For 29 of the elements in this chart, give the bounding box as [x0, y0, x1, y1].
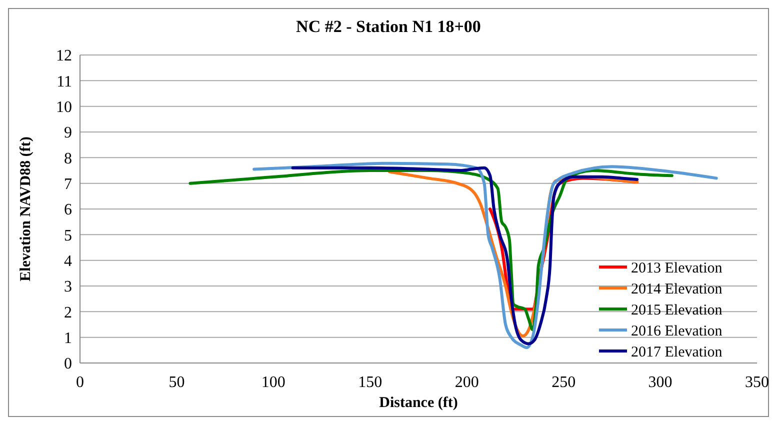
y-tick-label: 1	[64, 330, 72, 347]
x-tick-label: 100	[261, 374, 286, 391]
legend-label: 2013 Elevation	[631, 260, 723, 276]
y-axis-title: Elevation NAVD88 (ft)	[18, 136, 34, 282]
y-tick-label: 3	[64, 278, 72, 296]
y-tick-label: 6	[64, 202, 72, 219]
x-tick-label: 250	[552, 374, 576, 391]
legend-label: 2014 Elevation	[631, 281, 723, 298]
x-tick-label: 50	[168, 374, 185, 391]
x-tick-label: 350	[745, 374, 769, 391]
y-tick-label: 8	[64, 150, 72, 168]
x-tick-label: 0	[76, 374, 84, 391]
y-tick-label: 2	[64, 304, 72, 322]
y-tick-label: 5	[64, 227, 72, 244]
y-tick-label: 7	[64, 176, 72, 193]
x-tick-label: 200	[454, 374, 479, 391]
y-tick-label: 12	[56, 48, 72, 65]
y-tick-label: 9	[64, 124, 72, 142]
y-tick-label: 10	[56, 98, 72, 116]
y-tick-label: 0	[64, 356, 72, 373]
legend-label: 2015 Elevation	[631, 302, 723, 318]
legend-label: 2016 Elevation	[631, 323, 723, 340]
y-tick-label: 11	[56, 73, 72, 90]
x-tick-label: 300	[648, 374, 672, 391]
chart-title: NC #2 - Station N1 18+00	[296, 17, 481, 36]
x-tick-label: 150	[358, 374, 382, 391]
x-axis-title: Distance (ft)	[379, 395, 458, 411]
legend-label: 2017 Elevation	[631, 344, 723, 360]
y-tick-label: 4	[64, 252, 72, 270]
